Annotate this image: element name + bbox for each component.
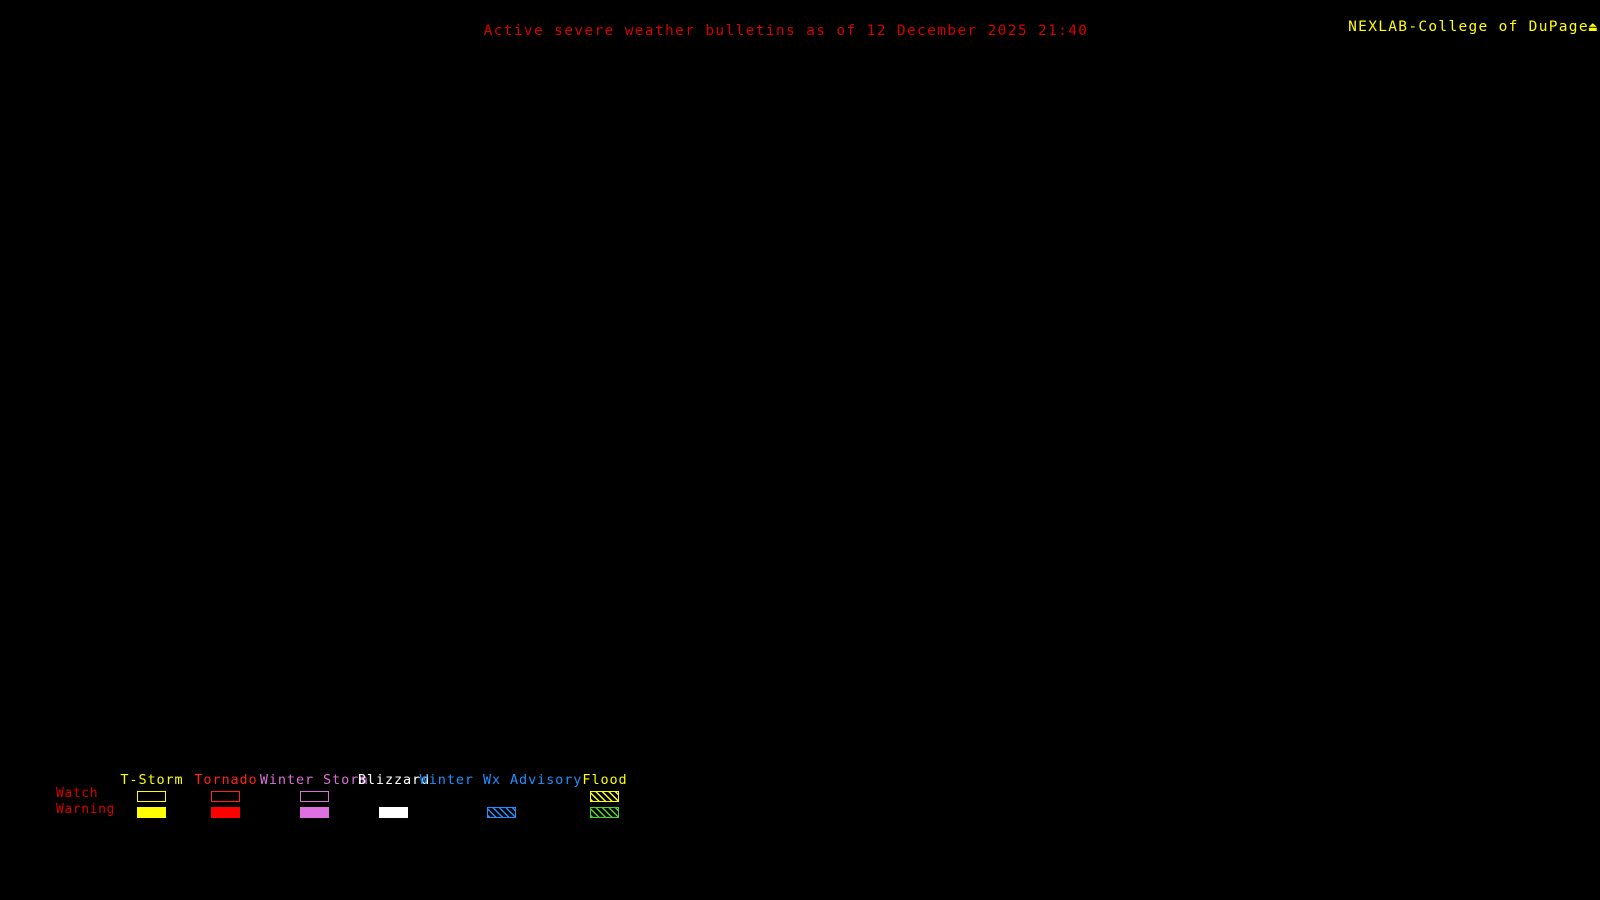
legend-swatch-warning xyxy=(379,806,409,818)
brand-mark-icon: ⏏ xyxy=(1588,20,1598,35)
weather-map-canvas[interactable] xyxy=(0,44,1600,764)
legend-swatch-watch xyxy=(299,790,329,802)
legend-swatch-slot-warning xyxy=(120,804,183,820)
legend-swatch-slot-watch xyxy=(120,788,183,804)
legend-column: Tornado xyxy=(194,772,257,820)
legend-column: Winter Storm xyxy=(260,772,368,820)
legend-swatch-watch xyxy=(211,790,241,802)
legend-swatch-slot-warning xyxy=(194,804,257,820)
legend-column: Flood xyxy=(582,772,627,820)
legend-column-title: Winter Wx Advisory xyxy=(419,772,583,788)
legend-swatch-slot-watch xyxy=(582,788,627,804)
legend-column-title: T-Storm xyxy=(120,772,184,788)
legend: Watch Warning T-Storm Tornado Winter Storm… xyxy=(0,772,1600,832)
brand-text: NEXLAB-College of DuPage xyxy=(1348,19,1589,35)
legend-swatch-warning xyxy=(486,806,516,818)
legend-swatch-slot-warning xyxy=(260,804,368,820)
legend-swatch-warning xyxy=(211,806,241,818)
legend-column-title: Tornado xyxy=(194,772,258,788)
legend-swatch-warning xyxy=(299,806,329,818)
legend-swatch-slot-watch xyxy=(194,788,257,804)
legend-swatch-warning xyxy=(590,806,620,818)
legend-swatch-slot-watch xyxy=(420,788,583,804)
legend-column: Winter Wx Advisory xyxy=(420,772,583,820)
legend-swatch-watch xyxy=(137,790,167,802)
legend-row-label-watch: Watch xyxy=(56,786,99,801)
legend-swatch-watch xyxy=(590,790,620,802)
legend-column-title: Blizzard xyxy=(357,772,431,788)
legend-swatch-slot-warning xyxy=(420,804,583,820)
legend-swatch-slot-warning xyxy=(358,804,430,820)
legend-swatch-watch xyxy=(487,791,516,802)
legend-swatch-warning xyxy=(137,806,167,818)
legend-column: Blizzard xyxy=(358,772,430,820)
legend-column-title: Flood xyxy=(582,772,628,788)
page-title: Active severe weather bulletins as of 12… xyxy=(483,23,1089,39)
legend-column: T-Storm xyxy=(120,772,183,820)
legend-row-label-warning: Warning xyxy=(56,802,115,817)
legend-column-title: Winter Storm xyxy=(259,772,369,788)
legend-row-labels: Watch Warning xyxy=(56,786,136,818)
legend-swatch-slot-warning xyxy=(582,804,627,820)
legend-swatch-slot-watch xyxy=(260,788,368,804)
brand-label: NEXLAB-College of DuPage⏏ xyxy=(1328,3,1598,35)
legend-swatch-watch xyxy=(379,791,408,802)
